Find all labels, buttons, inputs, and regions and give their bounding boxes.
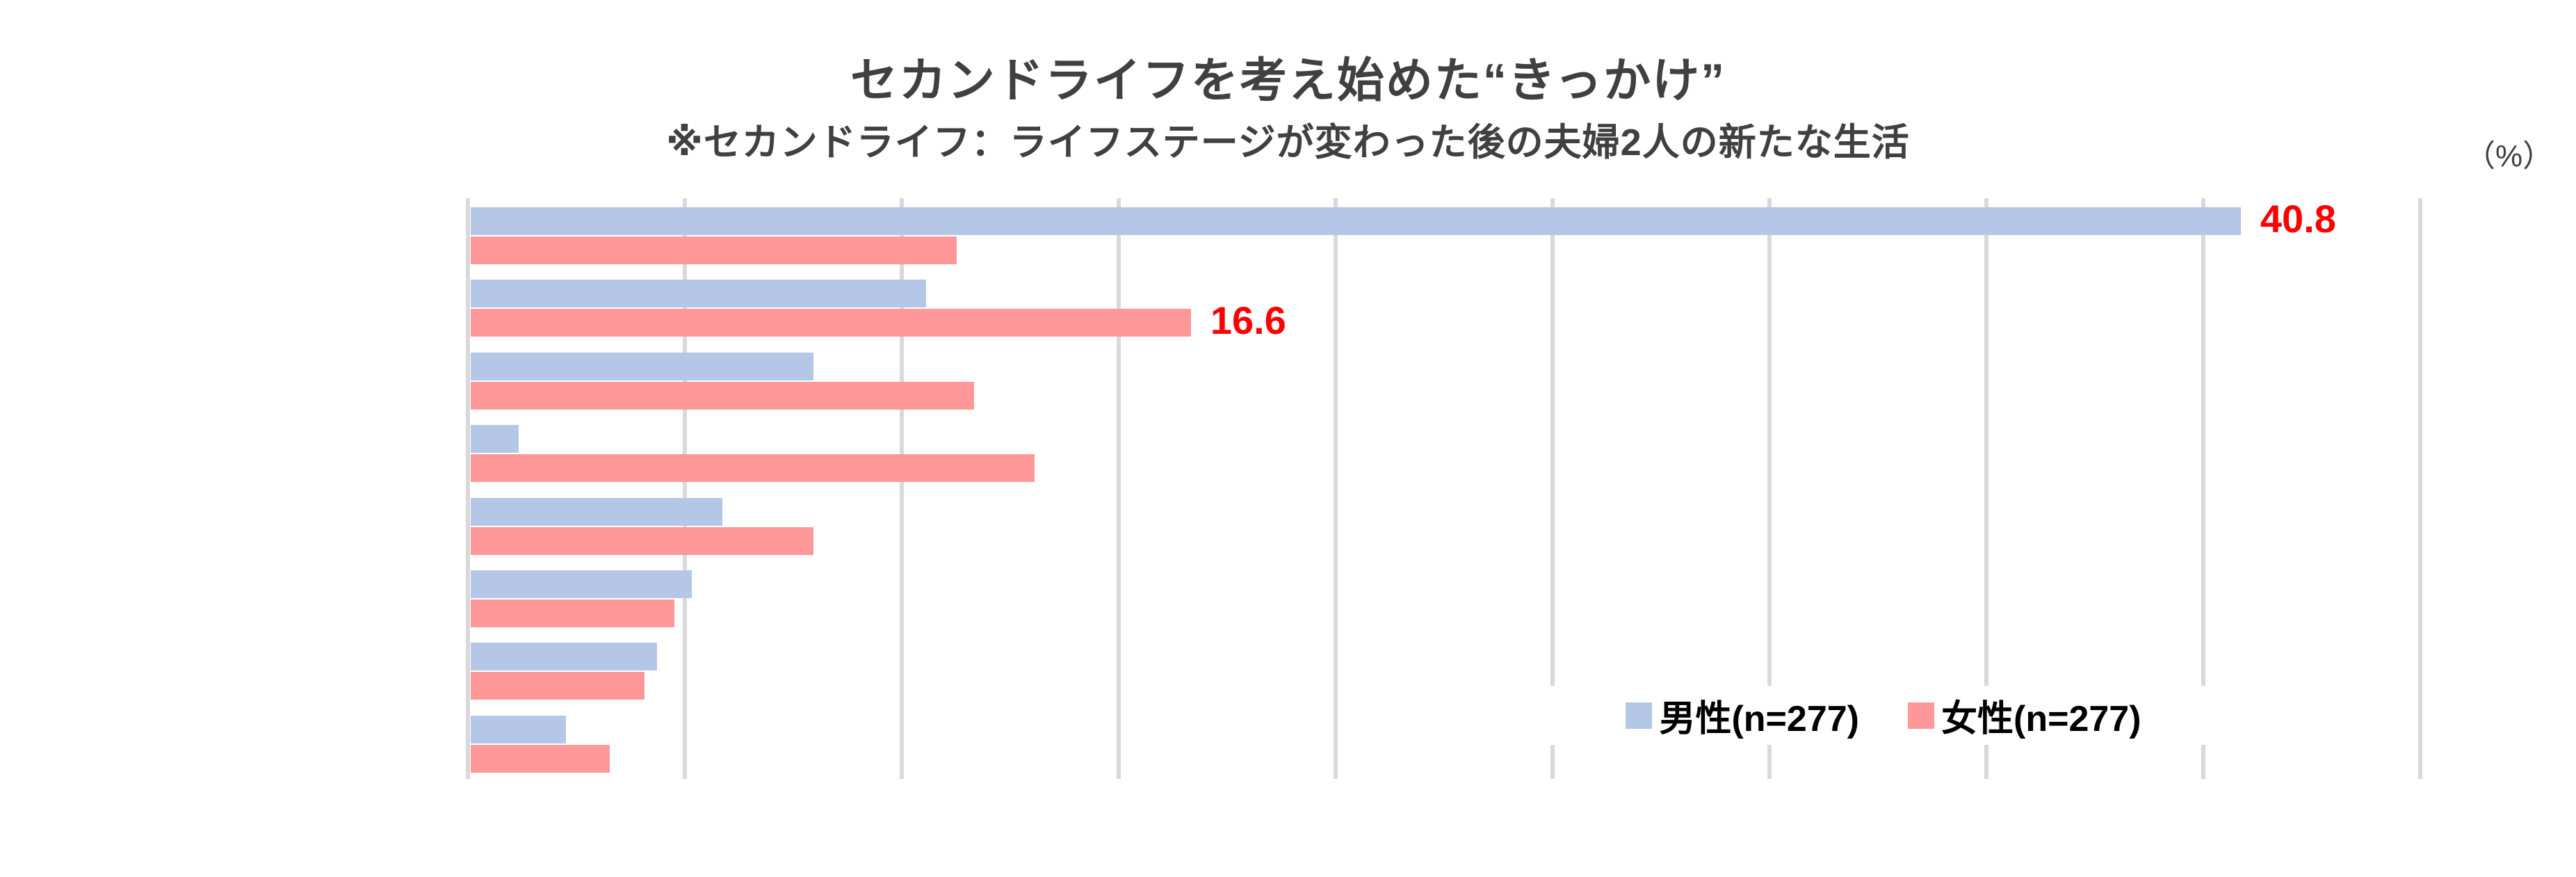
- female-bar-cat5: [471, 526, 813, 555]
- female-bar-cat8: [471, 744, 610, 773]
- male-bar-cat4: [471, 425, 519, 453]
- legend-label-female: 女性(n=277): [1941, 699, 2141, 739]
- female-bar-cat7: [471, 672, 645, 700]
- value-axis-line: [466, 198, 470, 779]
- plot-area: 40.8 16.6: [466, 197, 2422, 779]
- gridline: [1334, 198, 1338, 779]
- male-bar-cat1: [471, 207, 2241, 235]
- male-bar-cat8: [471, 715, 567, 743]
- legend-label-male: 男性(n=277): [1659, 699, 1859, 739]
- gridline: [683, 198, 687, 779]
- chart-title: セカンドライフを考え始めた“きっかけ”: [850, 54, 1726, 107]
- legend: 男性(n=277) 女性(n=277): [1450, 686, 2317, 745]
- value-label-16.6: 16.6: [1210, 298, 1286, 343]
- legend-item-female: 女性(n=277): [1908, 689, 2141, 741]
- female-bar-cat4: [471, 454, 1035, 483]
- value-label-40.8: 40.8: [2260, 197, 2336, 241]
- legend-item-male: 男性(n=277): [1626, 689, 1859, 741]
- male-bar-cat5: [471, 497, 722, 526]
- female-bar-cat2: [471, 309, 1191, 337]
- male-bar-cat6: [471, 570, 692, 598]
- gridline: [2201, 198, 2205, 779]
- unit-label: （%）: [2465, 139, 2554, 173]
- female-bar-cat6: [471, 599, 675, 627]
- male-bar-cat3: [471, 352, 813, 380]
- male-bar-cat2: [471, 280, 927, 308]
- female-series-swatch: [1908, 702, 1934, 729]
- gridline: [1550, 198, 1555, 779]
- female-bar-cat1: [471, 236, 957, 264]
- male-series-swatch: [1626, 702, 1653, 729]
- gridline: [1117, 198, 1121, 779]
- gridline: [900, 198, 904, 779]
- gridline: [2418, 198, 2422, 779]
- male-bar-cat7: [471, 643, 658, 671]
- chart-subtitle: ※セカンドライフ：ライフステージが変わった後の夫婦2人の新たな生活: [666, 122, 1910, 163]
- gridline: [1767, 198, 1772, 779]
- female-bar-cat3: [471, 381, 974, 410]
- gridline: [1984, 198, 1988, 779]
